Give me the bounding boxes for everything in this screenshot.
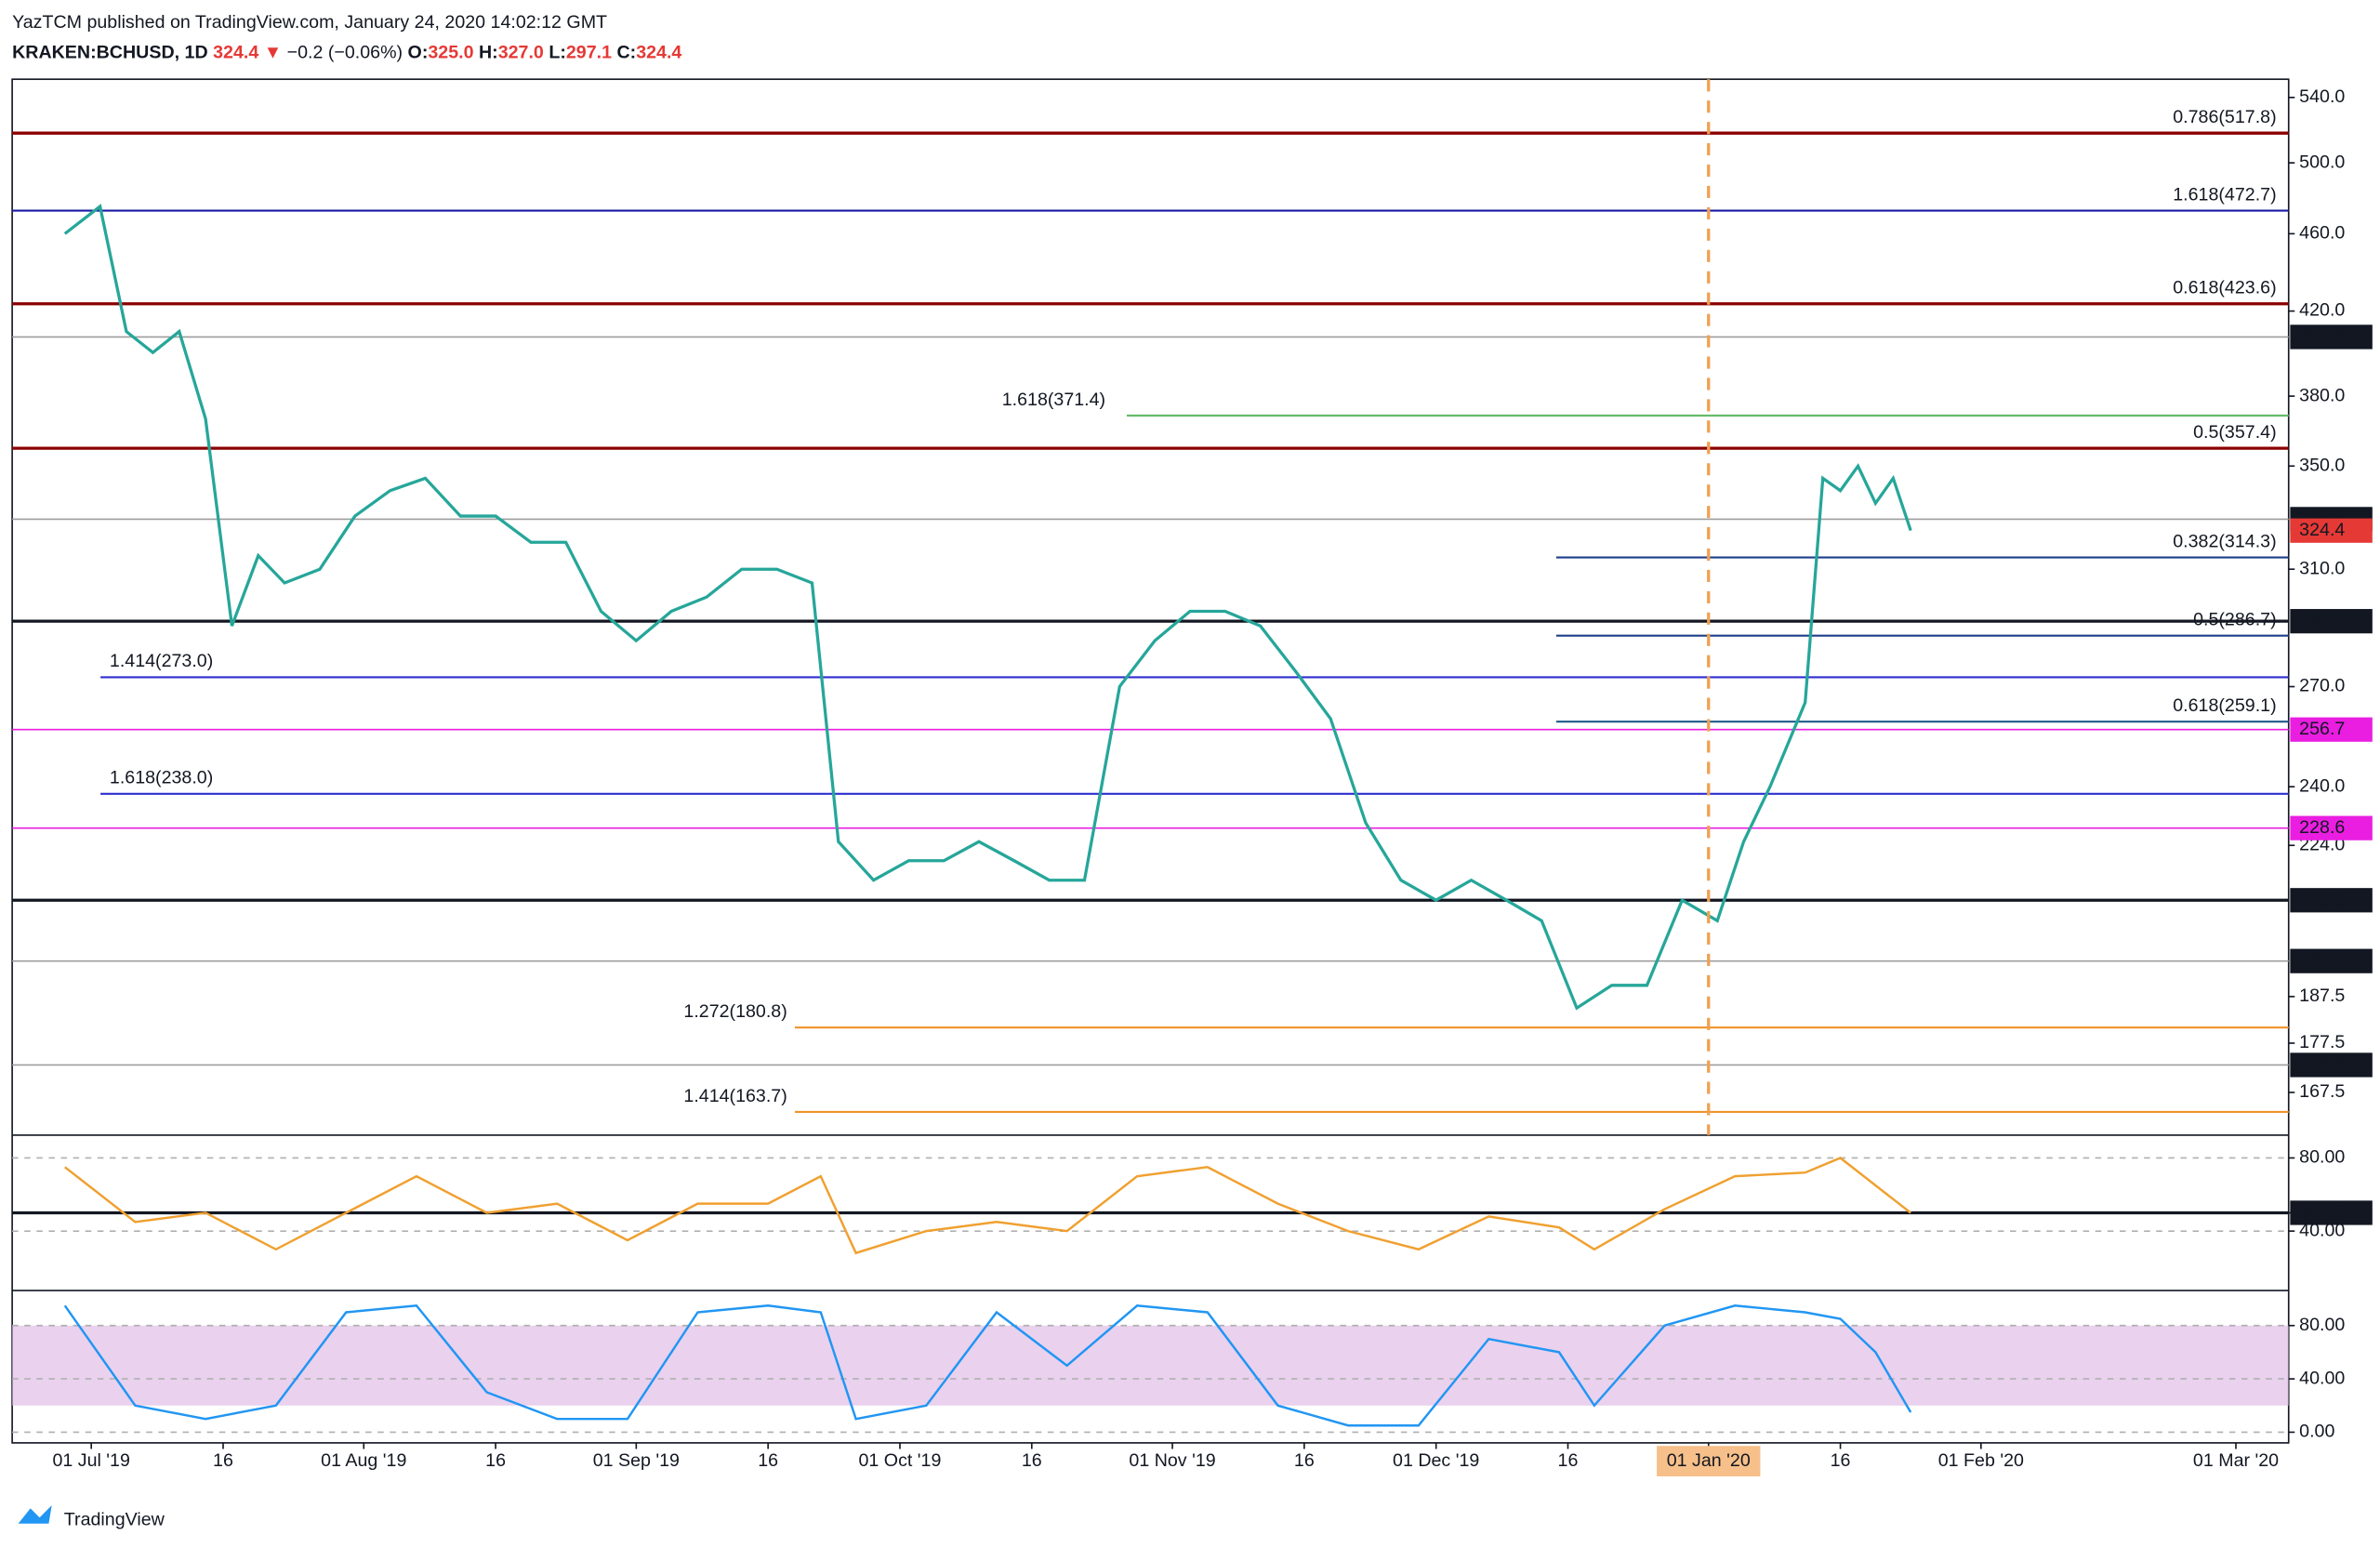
close: 324.4 xyxy=(636,43,681,63)
price-tag-label: 210.0 xyxy=(2299,889,2345,909)
x-tick-label: 16 xyxy=(485,1450,506,1471)
level-label: 1.414(163.7) xyxy=(683,1086,787,1106)
x-tick-label: 16 xyxy=(1022,1450,1042,1471)
change: −0.2 (−0.06%) xyxy=(287,43,403,63)
close-label: C: xyxy=(616,43,636,63)
band xyxy=(12,1325,2289,1406)
x-tag-box xyxy=(1657,1446,1761,1476)
level-label: 0.618(423.6) xyxy=(2173,278,2276,298)
y-tick-label: 40.00 xyxy=(2299,1220,2345,1240)
x-tick-label: 01 Jul '19 xyxy=(52,1450,129,1471)
level-label: 1.618(238.0) xyxy=(110,768,213,788)
x-tick-label: 16 xyxy=(1294,1450,1315,1471)
x-tick-label: 01 Nov '19 xyxy=(1129,1450,1215,1471)
y-tick-label: 420.0 xyxy=(2299,300,2345,321)
y-tick-label: 540.0 xyxy=(2299,86,2345,107)
price-tag-label: 407.4 xyxy=(2299,326,2345,347)
y-tick-label: 0.00 xyxy=(2299,1422,2334,1442)
price-tag-box xyxy=(2290,609,2373,634)
price-tag-box xyxy=(2290,518,2373,543)
price-tag-box xyxy=(2290,1052,2373,1078)
y-tick-label: 80.00 xyxy=(2299,1147,2345,1168)
x-tick-label: 16 xyxy=(1831,1450,1851,1471)
price-tag-box xyxy=(2290,717,2373,742)
open: 325.0 xyxy=(428,43,473,63)
x-tick-label: 01 Dec '19 xyxy=(1393,1450,1479,1471)
open-label: O: xyxy=(408,43,429,63)
x-tick-label: 01 Sep '19 xyxy=(593,1450,680,1471)
price-tag-box xyxy=(2290,948,2373,973)
x-tick-label: 01 Jan '20 xyxy=(1667,1450,1751,1471)
y-tick-label: 177.5 xyxy=(2299,1032,2345,1052)
series-line xyxy=(64,1157,1911,1255)
y-tick-label: 240.0 xyxy=(2299,775,2345,796)
level-label: 0.382(314.3) xyxy=(2173,531,2276,551)
y-tick-label: 40.00 xyxy=(2299,1368,2345,1388)
change-arrow: ▼ xyxy=(264,43,282,63)
y-tick-label: 167.5 xyxy=(2299,1081,2345,1102)
y-tick-label: 50.00 xyxy=(2299,1202,2345,1223)
level-label: 1.618(472.7) xyxy=(2173,184,2276,205)
y-tick-label: 500.0 xyxy=(2299,152,2345,172)
y-tag-box xyxy=(2290,1200,2373,1225)
y-tick-label: 187.5 xyxy=(2299,986,2345,1006)
high-label: H: xyxy=(479,43,498,63)
y-tick-label: 270.0 xyxy=(2299,676,2345,696)
x-tick-label: 16 xyxy=(758,1450,778,1471)
y-tick-label: 380.0 xyxy=(2299,385,2345,405)
series-line xyxy=(63,204,1912,1011)
level-label: 0.5(357.4) xyxy=(2193,422,2277,443)
x-tick-label: 01 Mar '20 xyxy=(2193,1450,2279,1471)
x-tick-label: 01 Aug '19 xyxy=(321,1450,406,1471)
symbol-line: KRAKEN:BCHUSD, 1D 324.4 ▼ −0.2 (−0.06%) … xyxy=(12,43,681,63)
level-label: 1.272(180.8) xyxy=(683,1001,787,1022)
y-tick-label: 310.0 xyxy=(2299,558,2345,578)
brand-logo xyxy=(18,1505,52,1524)
price-tag-label: 173.0 xyxy=(2299,1054,2345,1075)
publish-line: YazTCM published on TradingView.com, Jan… xyxy=(12,12,607,33)
last-price: 324.4 xyxy=(213,43,258,63)
series-line xyxy=(63,1303,1912,1427)
low: 297.1 xyxy=(566,43,612,63)
low-label: L: xyxy=(549,43,566,63)
high: 327.0 xyxy=(498,43,544,63)
x-tick-label: 01 Feb '20 xyxy=(1938,1450,2024,1471)
price-tag-label: 195.5 xyxy=(2299,950,2345,971)
price-tag-box xyxy=(2290,324,2373,350)
symbol: KRAKEN:BCHUSD, 1D xyxy=(12,43,208,63)
y-tick-label: 80.00 xyxy=(2299,1315,2345,1335)
level-label: 0.618(259.1) xyxy=(2173,695,2276,716)
y-tick-label: 350.0 xyxy=(2299,455,2345,475)
x-tick-label: 16 xyxy=(1558,1450,1579,1471)
price-tag-label: 228.6 xyxy=(2299,817,2345,838)
price-tag-box xyxy=(2290,815,2373,840)
level-label: 0.5(286.7) xyxy=(2193,609,2277,629)
level-label: 1.618(371.4) xyxy=(1002,390,1105,410)
price-tag-label: 256.7 xyxy=(2299,719,2345,739)
x-tick-label: 01 Oct '19 xyxy=(859,1450,942,1471)
price-tag-box xyxy=(2290,888,2373,913)
level-label: 0.786(517.8) xyxy=(2173,107,2276,127)
plot-frame xyxy=(11,78,2290,1444)
price-tag-label: 324.4 xyxy=(2299,520,2345,540)
y-tick-label: 460.0 xyxy=(2299,223,2345,244)
x-tick-label: 16 xyxy=(213,1450,233,1471)
price-tag-label: 291.6 xyxy=(2299,610,2345,630)
level-label: 1.414(273.0) xyxy=(110,651,213,671)
brand[interactable]: TradingView xyxy=(64,1510,165,1530)
